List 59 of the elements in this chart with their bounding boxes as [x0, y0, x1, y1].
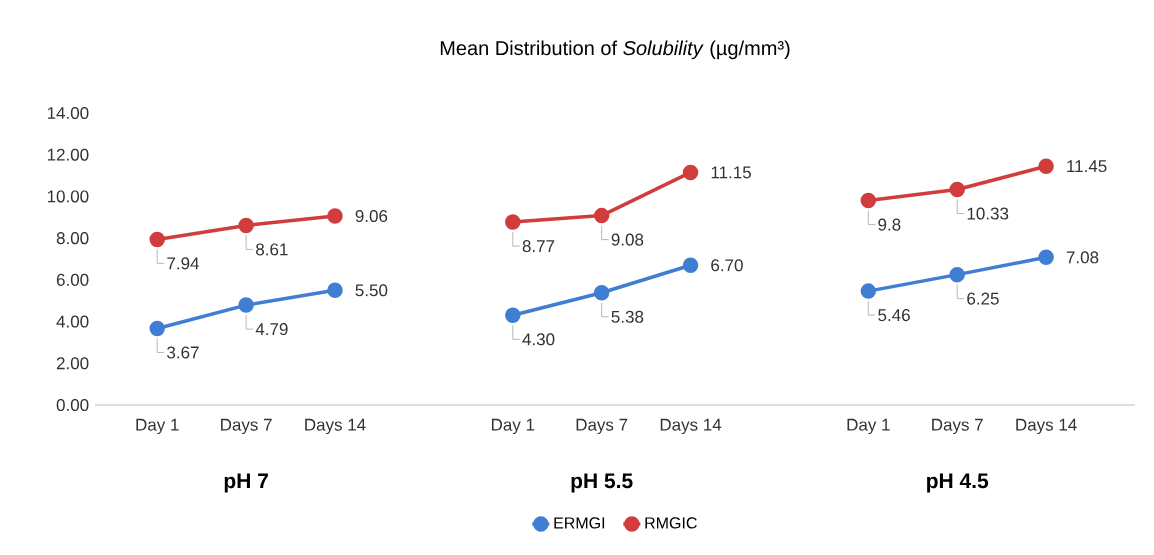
y-tick-label: 8.00 [56, 232, 89, 245]
data-label: 11.15 [711, 166, 751, 179]
data-label: 5.50 [355, 284, 388, 297]
data-label: 5.46 [878, 309, 910, 322]
x-tick-label: Days 14 [305, 418, 366, 435]
text: pH 7 [224, 473, 268, 493]
point [1038, 249, 1054, 266]
text: pH 4.5 [927, 473, 989, 493]
point [1038, 158, 1054, 174]
point [860, 192, 877, 209]
point [149, 320, 165, 337]
point [860, 283, 877, 299]
y-tick-label: 4.00 [56, 315, 89, 328]
point [593, 285, 610, 301]
chart-title: Mean Distribution of Solubility (µg/mm³) [440, 40, 790, 60]
x-tick-label: Days 7 [576, 418, 628, 435]
y-tick-label: 6.00 [56, 273, 89, 286]
y-tick-label: 10.00 [47, 190, 89, 203]
point [327, 208, 343, 224]
data-label: 3.67 [167, 346, 199, 359]
x-tick-label: Days 14 [1016, 418, 1077, 435]
data-label: 9.8 [878, 218, 901, 231]
point [238, 297, 254, 313]
point [505, 214, 521, 230]
x-tick-label: Days 7 [932, 418, 983, 435]
x-tick-label: Day 1 [847, 418, 890, 435]
point [149, 231, 165, 248]
data-label: 9.08 [611, 233, 644, 246]
x-tick-label: Days 7 [221, 418, 272, 435]
data-label: 10.33 [967, 207, 1009, 220]
x-tick-label: Day 1 [136, 418, 179, 435]
point [505, 307, 521, 324]
point [949, 266, 965, 283]
point [682, 257, 699, 274]
data-label: 6.70 [711, 259, 743, 272]
y-tick-label: 2.00 [56, 357, 89, 370]
data-label: 5.38 [611, 310, 644, 323]
point [327, 282, 343, 299]
point [949, 181, 965, 198]
point [238, 217, 254, 234]
y-tick-label: 12.00 [47, 148, 89, 161]
data-label: 4.79 [255, 323, 288, 336]
legend-label: ERMGI [554, 517, 605, 529]
y-tick-label: 14.00 [47, 106, 89, 120]
point [682, 164, 699, 181]
data-label: 9.06 [355, 210, 388, 223]
y-tick-label: 0.00 [56, 398, 89, 412]
data-label: 8.77 [522, 240, 555, 253]
data-label: 6.25 [967, 292, 999, 305]
data-label: 11.45 [1067, 160, 1107, 173]
data-label: 7.08 [1066, 251, 1099, 264]
x-tick-label: Days 14 [660, 418, 722, 435]
legend-label: RMGIC [645, 517, 697, 529]
data-label: 7.94 [167, 257, 200, 270]
data-label: 4.30 [522, 333, 555, 346]
text: pH 5.5 [571, 473, 633, 493]
point [593, 207, 610, 224]
data-label: 8.61 [256, 243, 288, 256]
x-tick-label: Day 1 [491, 418, 535, 435]
